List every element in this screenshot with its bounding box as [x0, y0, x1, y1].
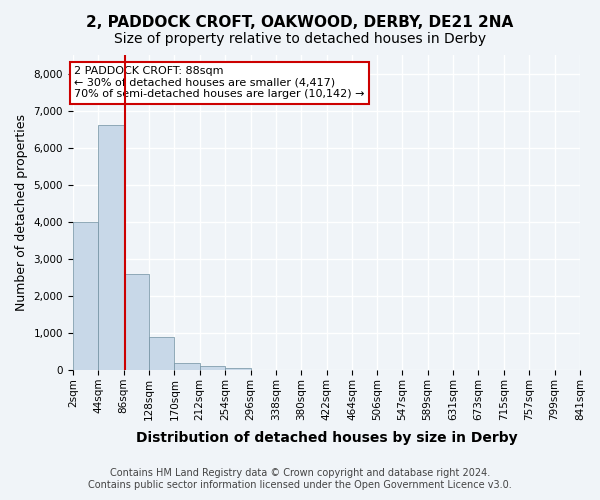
Bar — [124, 274, 149, 370]
Bar — [200, 366, 225, 370]
Bar — [73, 222, 98, 370]
Bar — [225, 368, 251, 370]
Text: Contains HM Land Registry data © Crown copyright and database right 2024.
Contai: Contains HM Land Registry data © Crown c… — [88, 468, 512, 490]
Bar — [98, 126, 124, 370]
Bar — [149, 337, 175, 370]
Y-axis label: Number of detached properties: Number of detached properties — [15, 114, 28, 311]
Text: 2 PADDOCK CROFT: 88sqm
← 30% of detached houses are smaller (4,417)
70% of semi-: 2 PADDOCK CROFT: 88sqm ← 30% of detached… — [74, 66, 364, 100]
Bar — [175, 362, 200, 370]
Text: Size of property relative to detached houses in Derby: Size of property relative to detached ho… — [114, 32, 486, 46]
Text: 2, PADDOCK CROFT, OAKWOOD, DERBY, DE21 2NA: 2, PADDOCK CROFT, OAKWOOD, DERBY, DE21 2… — [86, 15, 514, 30]
X-axis label: Distribution of detached houses by size in Derby: Distribution of detached houses by size … — [136, 431, 517, 445]
